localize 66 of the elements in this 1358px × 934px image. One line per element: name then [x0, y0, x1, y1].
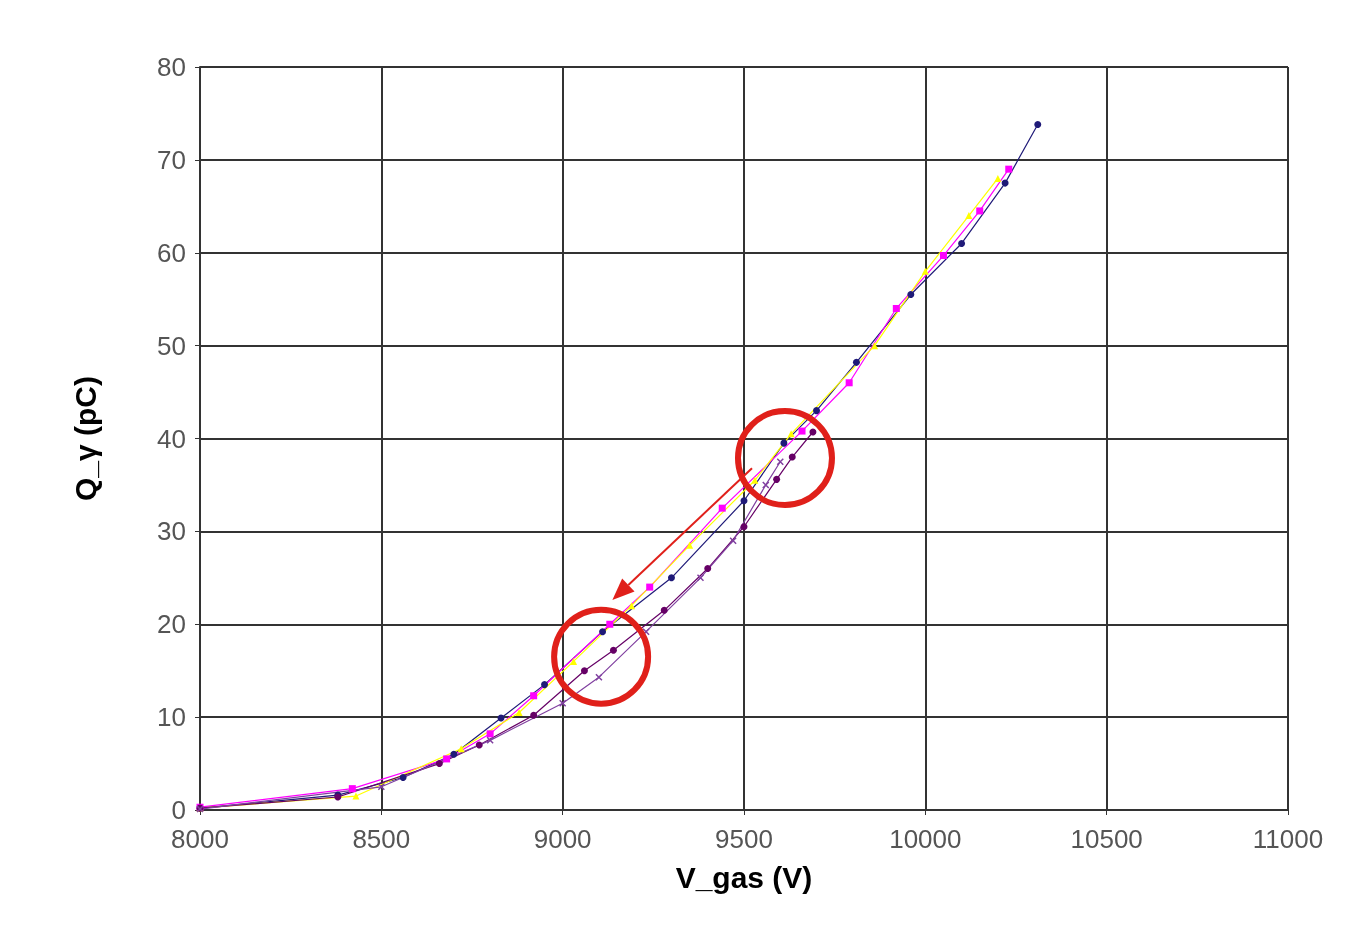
x-tick-label: 9000 — [533, 824, 592, 854]
point — [704, 565, 712, 573]
x-tick-label: 9500 — [715, 824, 773, 854]
point — [1001, 179, 1009, 187]
point — [798, 427, 806, 435]
y-axis-title: Q_γ (pC) — [68, 375, 102, 502]
y-tick-label: 0 — [171, 795, 186, 825]
point — [845, 379, 853, 387]
point — [475, 741, 483, 749]
point — [660, 606, 668, 614]
point — [939, 252, 947, 260]
point — [892, 304, 900, 312]
point — [609, 646, 617, 654]
point — [976, 207, 984, 215]
point — [628, 602, 636, 610]
point — [813, 407, 821, 415]
point — [740, 523, 748, 531]
point — [907, 291, 915, 299]
y-tick-label: 70 — [157, 144, 186, 175]
x-tick-label: 8500 — [352, 824, 411, 854]
point — [776, 457, 785, 466]
point — [871, 342, 879, 350]
x-tick-label: 11000 — [1252, 824, 1324, 854]
point — [599, 628, 607, 636]
point — [788, 453, 796, 461]
x-tick-label: 10500 — [1070, 824, 1143, 854]
point — [852, 358, 860, 366]
point — [450, 750, 458, 758]
point — [541, 681, 549, 689]
y-tick-label: 80 — [157, 52, 186, 82]
point — [958, 239, 966, 247]
point — [486, 730, 494, 738]
point — [780, 439, 788, 447]
x-axis-title: V_gas (V) — [675, 860, 813, 894]
x-tick-label: 8000 — [171, 824, 229, 854]
point — [530, 711, 538, 719]
point — [994, 174, 1002, 182]
y-tick-label: 40 — [157, 423, 186, 454]
point — [773, 475, 781, 483]
point — [686, 541, 694, 549]
point — [718, 504, 726, 512]
point — [921, 267, 929, 275]
y-tick-label: 60 — [157, 237, 186, 268]
point — [646, 583, 654, 591]
point — [965, 212, 973, 220]
point — [352, 792, 360, 800]
point — [515, 708, 523, 716]
point — [443, 755, 451, 763]
point — [740, 497, 748, 505]
point — [751, 476, 759, 484]
point — [606, 620, 614, 628]
point — [399, 774, 407, 781]
y-tick-label: 20 — [157, 609, 186, 640]
y-tick-label: 50 — [157, 330, 186, 361]
point — [580, 667, 588, 675]
y-tick-label: 30 — [157, 516, 186, 547]
point — [348, 785, 356, 793]
point — [530, 692, 538, 700]
point — [1034, 121, 1042, 129]
point — [1005, 165, 1013, 173]
point — [457, 745, 465, 753]
y-tick-label: 10 — [157, 702, 186, 733]
point — [435, 760, 443, 768]
x-tick-label: 10000 — [889, 824, 962, 854]
point — [667, 574, 675, 582]
point — [570, 657, 578, 665]
